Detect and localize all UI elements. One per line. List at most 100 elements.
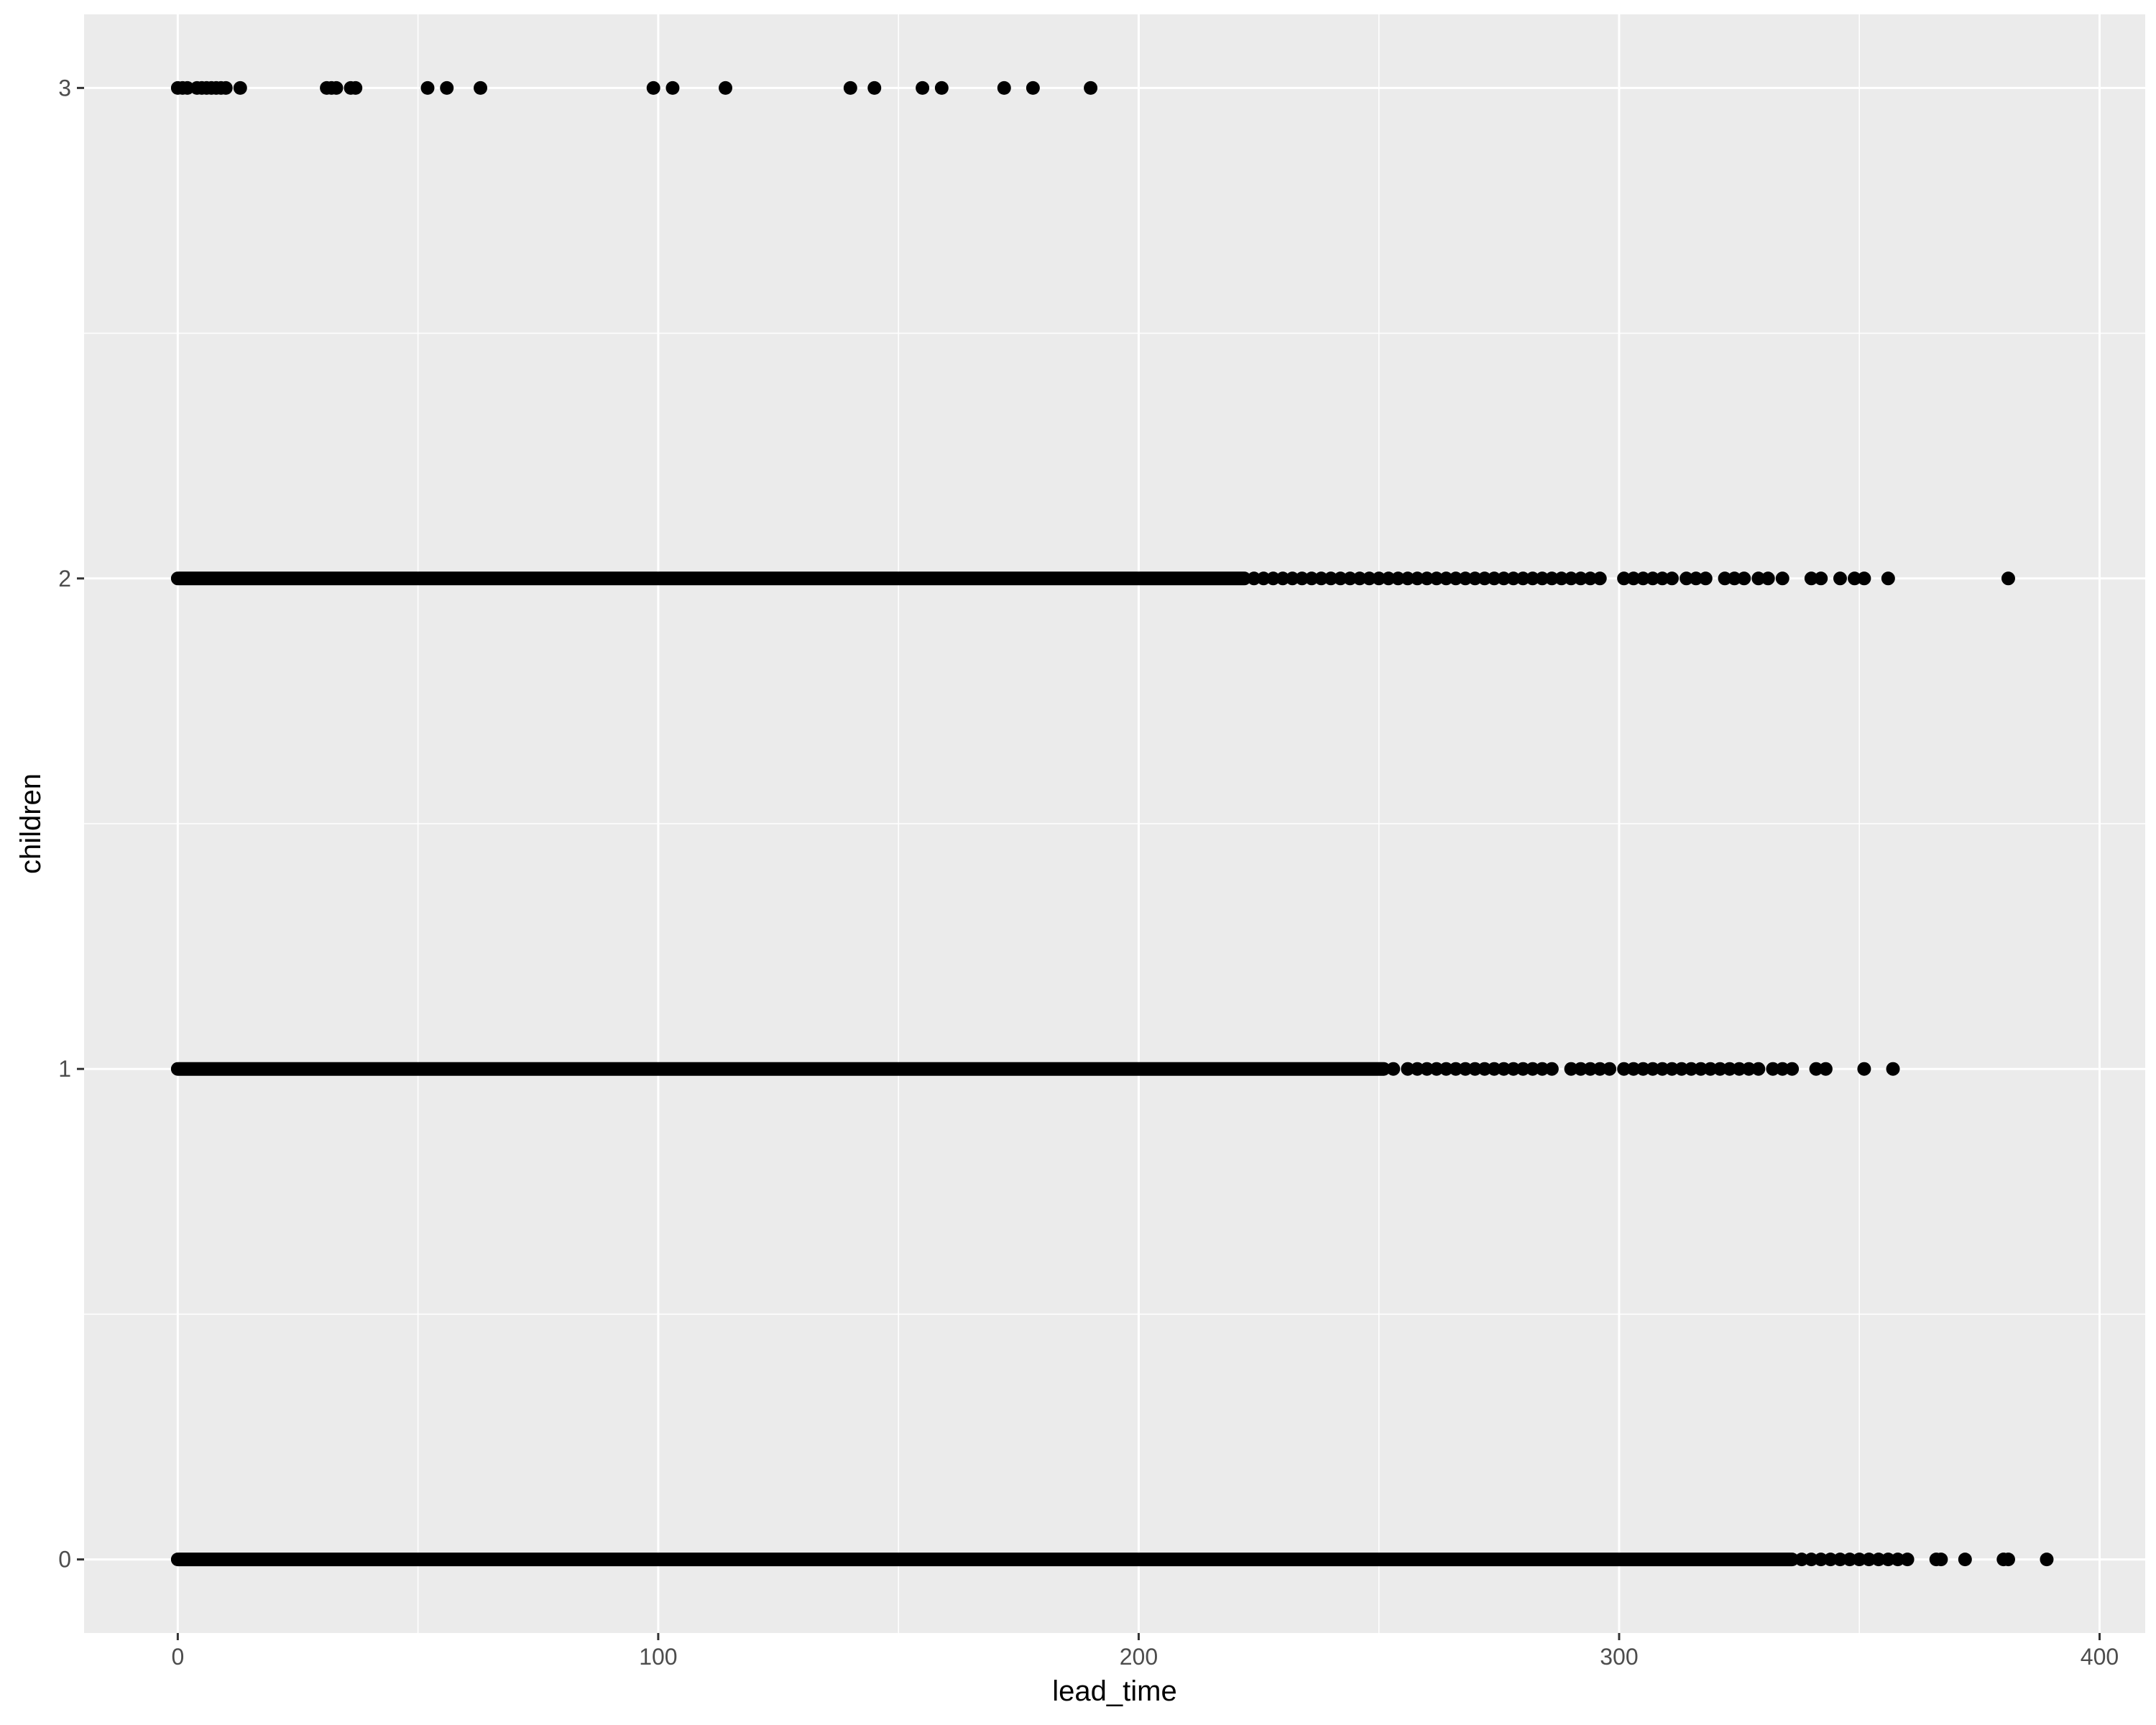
data-point: [1324, 571, 1338, 586]
data-point: [1852, 1552, 1866, 1567]
data-point: [1276, 571, 1290, 586]
x-tick-label: 400: [2081, 1644, 2119, 1670]
data-point: [1497, 1062, 1511, 1076]
data-point: [1026, 80, 1040, 95]
data-point: [1372, 571, 1386, 586]
data-point: [1900, 1552, 1915, 1567]
data-point: [1478, 571, 1492, 586]
data-point: [1761, 571, 1775, 586]
data-point: [1703, 1062, 1718, 1076]
y-tick-label: 0: [58, 1547, 71, 1573]
series-children-0: [170, 1552, 2054, 1567]
data-point: [474, 80, 488, 95]
data-point: [1516, 571, 1530, 586]
data-point: [420, 80, 435, 95]
data-point: [1247, 571, 1261, 586]
data-point: [1814, 1552, 1828, 1567]
data-point: [1535, 1062, 1549, 1076]
data-point: [349, 80, 363, 95]
data-point: [1934, 1552, 1948, 1567]
data-point: [665, 80, 680, 95]
data-point: [1751, 1062, 1766, 1076]
data-point: [1544, 571, 1559, 586]
data-point: [1775, 571, 1789, 586]
data-point: [1353, 571, 1367, 586]
data-point: [1410, 1062, 1424, 1076]
data-point: [1636, 1062, 1650, 1076]
series-children-2: [170, 571, 2015, 586]
data-point: [1487, 571, 1501, 586]
y-axis-title: children: [15, 773, 47, 874]
data-point: [1256, 571, 1271, 586]
data-point: [1655, 1062, 1669, 1076]
data-point: [1664, 571, 1679, 586]
x-tick-label: 200: [1120, 1644, 1158, 1670]
data-point: [1343, 571, 1358, 586]
data-point: [1526, 571, 1540, 586]
data-point: [2001, 571, 2015, 586]
data-point: [1664, 1062, 1679, 1076]
data-point: [1516, 1062, 1530, 1076]
data-point: [1295, 571, 1309, 586]
data-point: [1497, 571, 1511, 586]
data-point: [1636, 571, 1650, 586]
data-point: [1646, 1062, 1660, 1076]
data-point: [1564, 1062, 1578, 1076]
data-point: [1285, 571, 1299, 586]
data-point: [1420, 571, 1434, 586]
data-point: [1386, 1062, 1401, 1076]
data-point: [1468, 1062, 1482, 1076]
data-point: [440, 80, 454, 95]
data-point: [1429, 1062, 1444, 1076]
data-point: [1544, 1062, 1559, 1076]
data-point: [329, 80, 344, 95]
data-point: [1723, 1062, 1737, 1076]
data-point: [1626, 571, 1641, 586]
data-point: [1886, 1062, 1900, 1076]
y-tick-label: 2: [58, 566, 71, 592]
data-point: [1741, 1062, 1756, 1076]
y-tick-label: 1: [58, 1056, 71, 1082]
data-point: [1857, 1062, 1871, 1076]
data-point: [1420, 1062, 1434, 1076]
data-point: [1958, 1552, 1972, 1567]
data-point: [867, 80, 882, 95]
data-point: [1881, 571, 1895, 586]
data-point: [1680, 571, 1694, 586]
data-point: [1823, 1552, 1838, 1567]
data-point: [1775, 1062, 1789, 1076]
data-point: [1603, 1062, 1617, 1076]
data-point: [1487, 1062, 1501, 1076]
data-point: [1449, 571, 1463, 586]
data-point: [916, 80, 930, 95]
data-point: [1655, 571, 1669, 586]
data-point: [718, 80, 732, 95]
series-children-3: [170, 80, 1098, 95]
data-point: [1833, 1552, 1847, 1567]
data-point: [1833, 571, 1847, 586]
series-children-1: [170, 1062, 1900, 1076]
data-point: [1535, 571, 1549, 586]
data-point: [1881, 1552, 1895, 1567]
data-point: [1818, 1062, 1833, 1076]
data-point: [1843, 1552, 1857, 1567]
data-point: [1814, 571, 1828, 586]
data-point: [1458, 571, 1473, 586]
data-point: [1804, 1552, 1818, 1567]
data-point: [1526, 1062, 1540, 1076]
data-point: [2001, 1552, 2015, 1567]
data-points: [170, 80, 2054, 1567]
data-point: [1478, 1062, 1492, 1076]
data-point: [997, 80, 1011, 95]
data-point: [233, 80, 247, 95]
data-point: [1698, 571, 1713, 586]
data-point: [1084, 80, 1098, 95]
data-point: [1646, 571, 1660, 586]
data-point: [1751, 571, 1766, 586]
data-point: [646, 80, 660, 95]
data-point: [1737, 571, 1751, 586]
data-point: [1410, 571, 1424, 586]
data-point: [2040, 1552, 2054, 1567]
data-point: [1458, 1062, 1473, 1076]
